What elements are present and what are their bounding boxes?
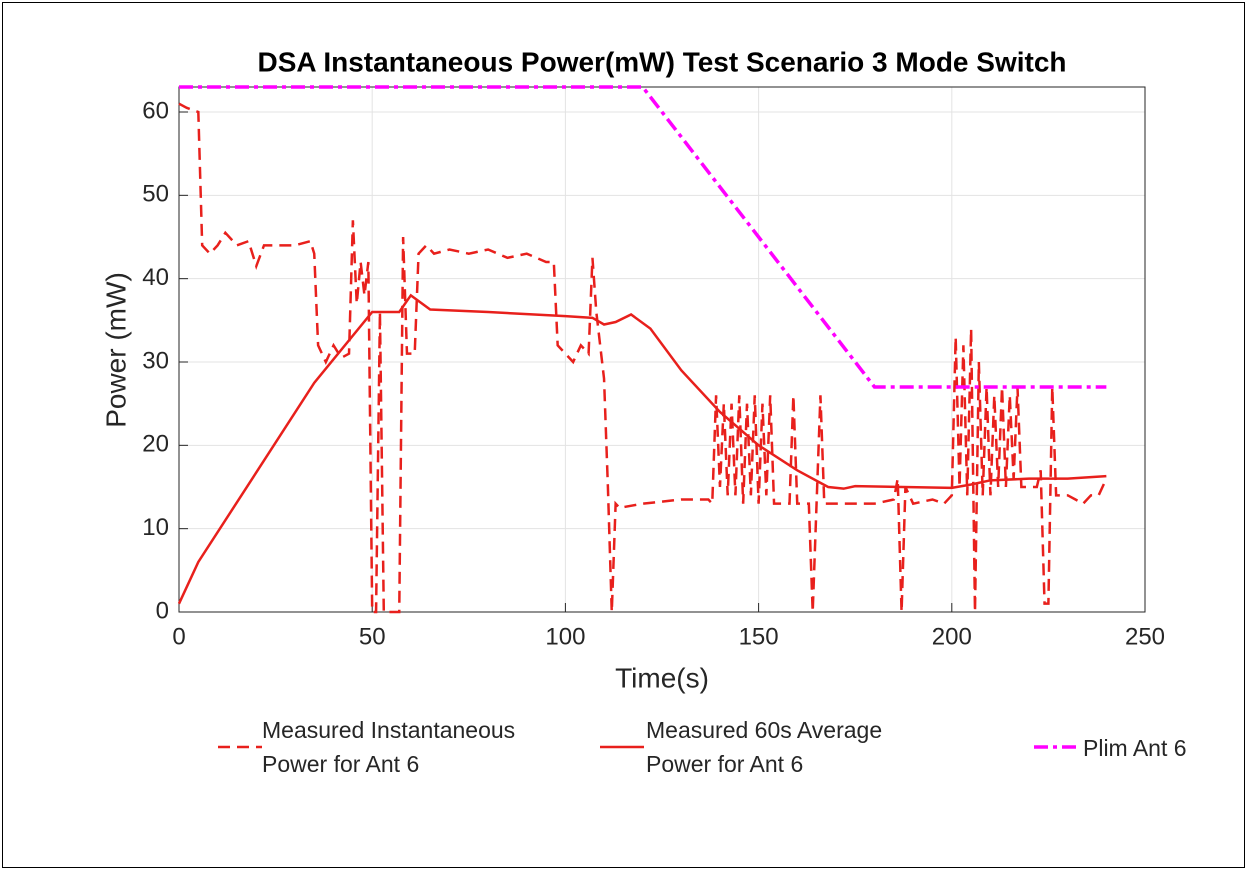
legend-swatch	[1034, 745, 1078, 749]
y-tick-label: 50	[142, 181, 169, 208]
axes-box	[178, 86, 1146, 613]
y-tick-label: 10	[142, 514, 169, 541]
series-line	[179, 85, 1107, 389]
chart-title: DSA Instantaneous Power(mW) Test Scenari…	[257, 46, 1066, 77]
series-line	[178, 102, 1108, 614]
x-tick-label: 200	[932, 623, 972, 650]
y-tick-label: 20	[142, 431, 169, 458]
x-tick-label: 50	[359, 623, 386, 650]
x-tick-label: 250	[1125, 623, 1165, 650]
y-axis-label: Power (mW)	[100, 272, 131, 428]
y-tick-label: 0	[156, 597, 169, 624]
y-tick-label: 60	[142, 97, 169, 124]
x-tick-label: 100	[545, 623, 585, 650]
legend-label: Measured 60s Average Power for Ant 6	[646, 717, 883, 777]
legend-label: Plim Ant 6	[1083, 735, 1187, 761]
x-tick-label: 150	[739, 623, 779, 650]
legend-swatch	[218, 745, 262, 749]
legend-swatch	[600, 745, 644, 749]
y-tick-label: 30	[142, 347, 169, 374]
x-axis-label: Time(s)	[615, 662, 709, 693]
y-tick-label: 40	[142, 264, 169, 291]
series-line	[177, 293, 1107, 605]
legend-label: Measured Instantaneous Power for Ant 6	[262, 717, 516, 777]
x-tick-label: 0	[172, 623, 185, 650]
